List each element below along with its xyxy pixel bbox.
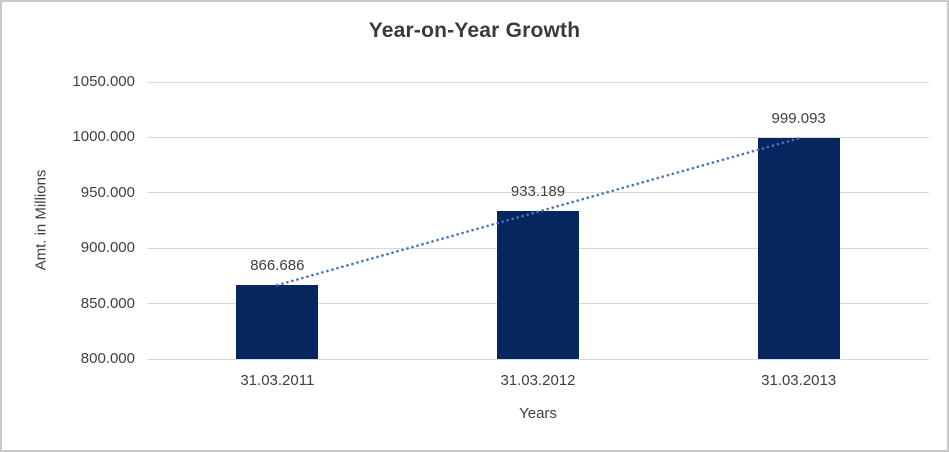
gridline [147, 192, 929, 194]
x-tick-label: 31.03.2013 [761, 372, 837, 389]
bar [497, 211, 579, 359]
bar-value-label: 866.686 [250, 257, 305, 275]
chart-title: Year-on-Year Growth [368, 19, 581, 42]
gridline [147, 81, 929, 83]
x-tick-label: 31.03.2011 [240, 372, 315, 389]
bar-value-label: 933.189 [510, 183, 566, 201]
x-axis-title: Years [519, 405, 557, 422]
trendline [276, 137, 800, 287]
y-tick-label: 950.000 [80, 183, 135, 201]
y-tick-label: 900.000 [80, 239, 135, 257]
gridline [147, 358, 929, 360]
y-tick-label: 1000.000 [72, 128, 135, 146]
bar [757, 138, 840, 359]
y-tick-label: 850.000 [80, 294, 135, 312]
bar [236, 285, 319, 359]
plot-area [147, 81, 929, 360]
y-tick-label: 800.000 [80, 350, 135, 367]
bar-value-label: 999.093 [771, 110, 826, 128]
y-tick-label: 1050.000 [72, 73, 135, 90]
gridline [147, 136, 929, 138]
x-tick-label: 31.03.2012 [500, 372, 576, 389]
